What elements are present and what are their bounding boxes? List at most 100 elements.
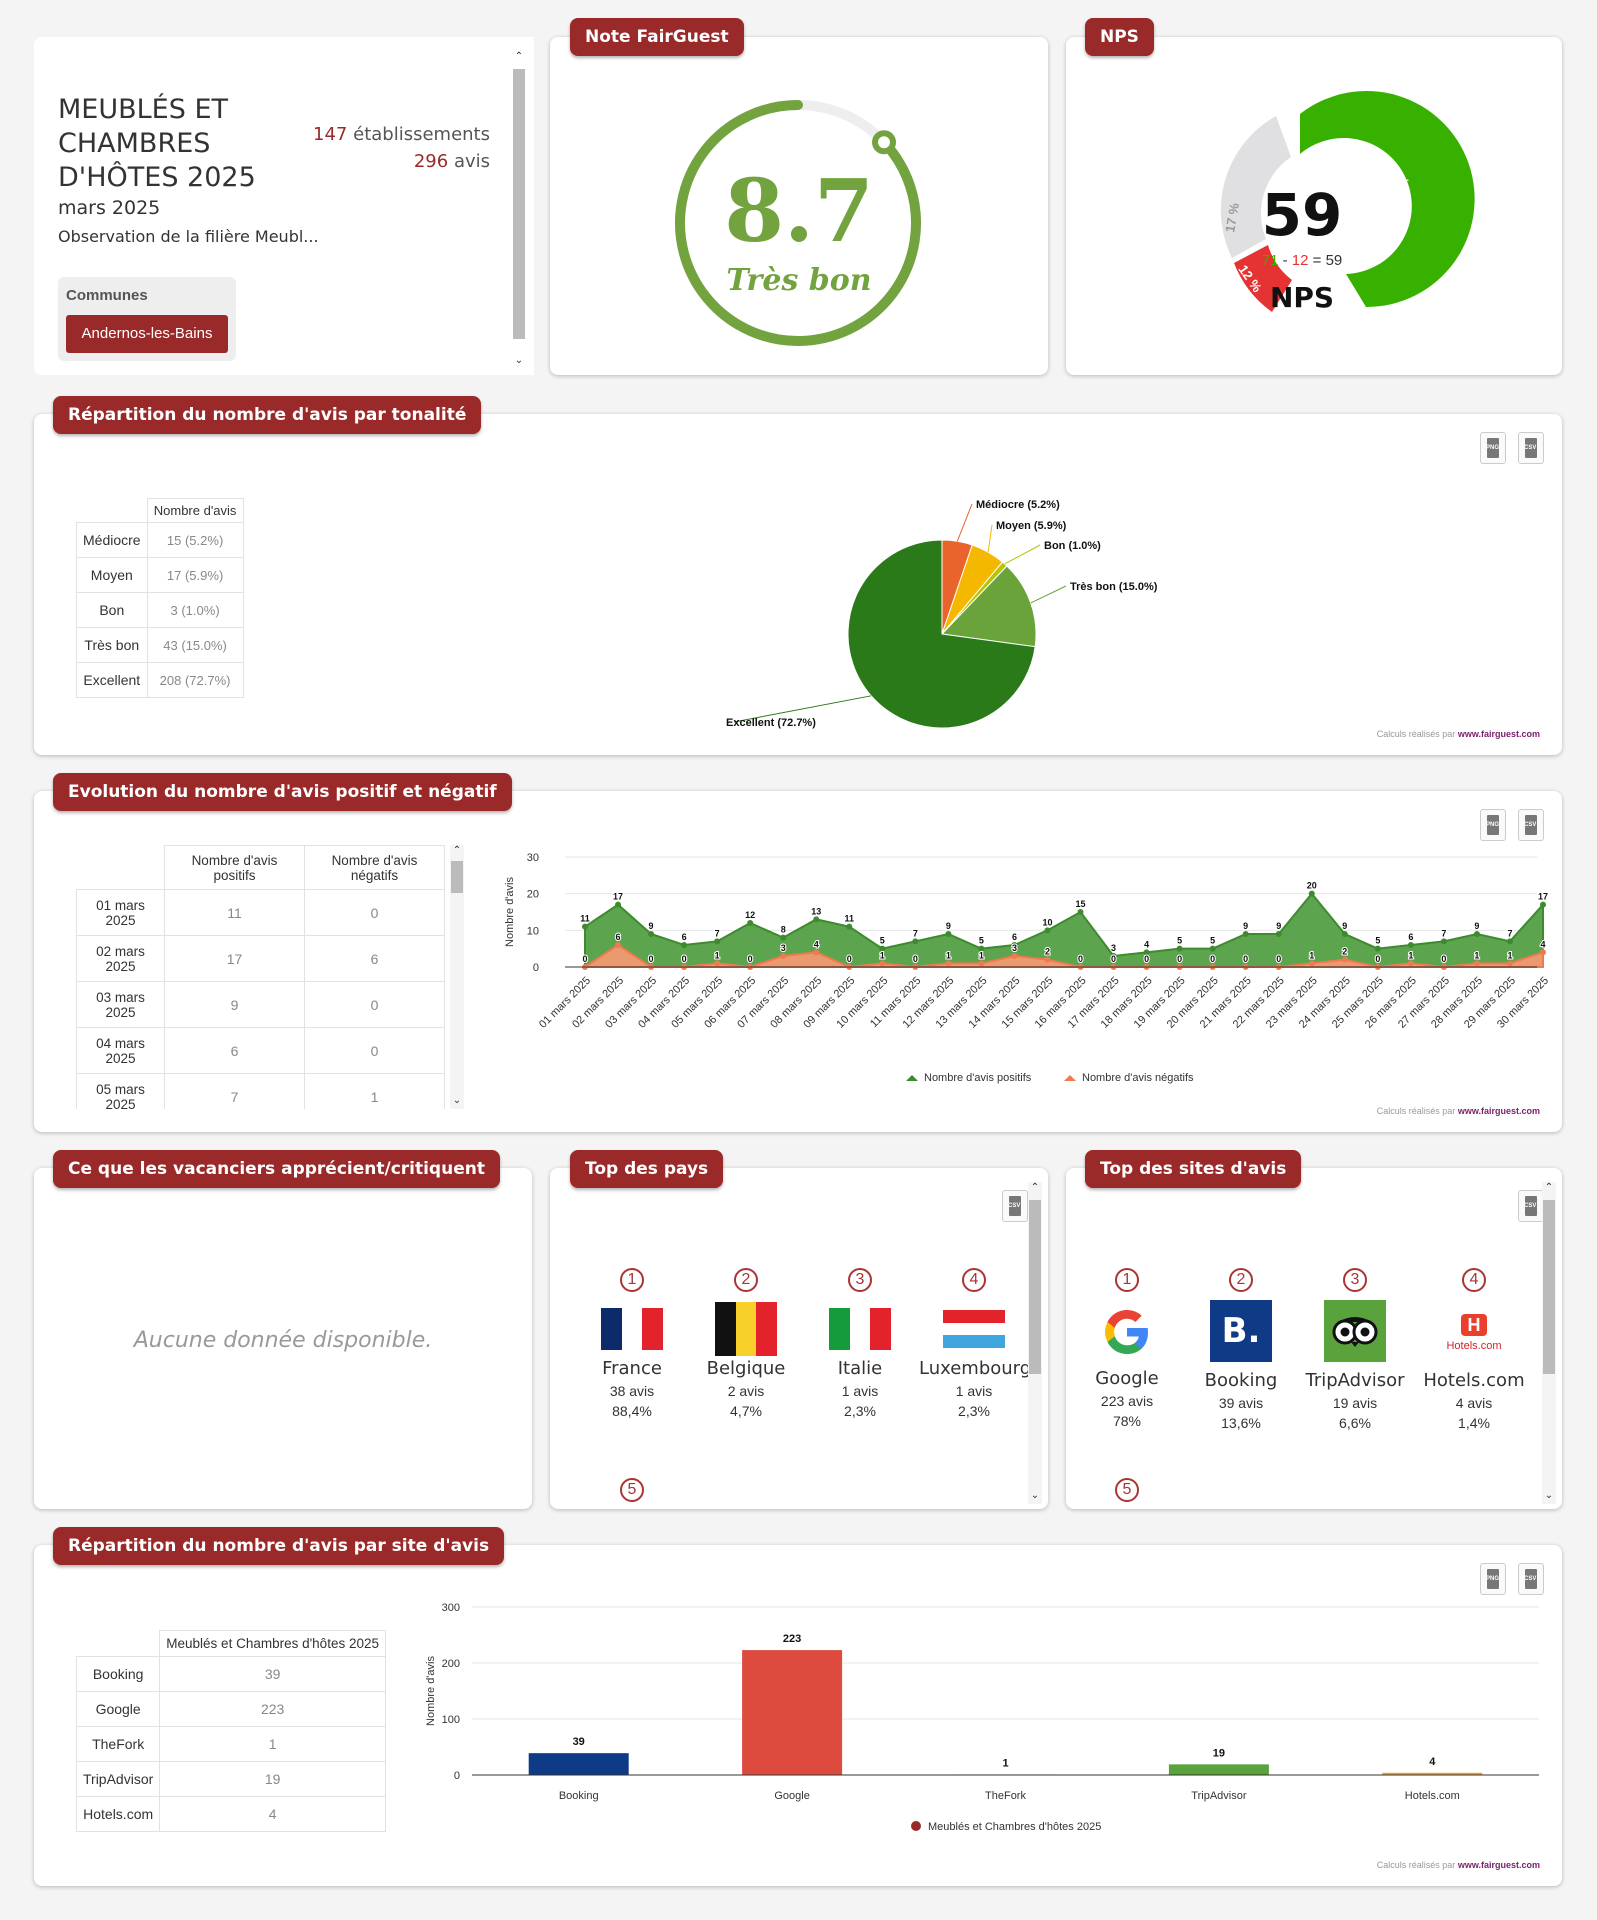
data-point [648,931,655,937]
png-export-icon[interactable]: PNG [1480,809,1506,841]
pie-connector [1004,544,1041,565]
bar [742,1650,843,1775]
data-point [1407,960,1414,967]
data-label: 7 [715,928,720,938]
data-point [747,920,754,926]
data-point [945,960,952,967]
png-export-icon[interactable]: PNG [1480,432,1506,464]
pie-connector [956,503,973,542]
site-google: 1 Google 223 avis 78% [1072,1268,1182,1429]
credit-note: Calculs réalisés par www.fairguest.com [1376,1860,1540,1870]
scroll-thumb[interactable] [1543,1200,1555,1374]
data-point [582,923,588,930]
data-point [1440,938,1447,945]
y-tick-label: 10 [527,925,539,937]
pays-scrollbar[interactable]: ⌃ ⌄ [1028,1182,1042,1504]
data-label: 2 [1045,947,1050,957]
scroll-up-icon[interactable]: ⌃ [1030,1182,1040,1193]
site-booking: 2 B. Booking 39 avis 13,6% [1186,1268,1296,1431]
bar [528,1753,629,1775]
header-scrollbar[interactable]: ⌃ ⌄ [512,51,526,371]
etab-stat: 147 établissements [313,124,490,145]
score-arc [675,100,921,346]
data-point [1077,909,1084,915]
data-label: 0 [649,954,654,964]
sites-scrollbar[interactable]: ⌃ ⌄ [1542,1182,1556,1504]
nps-formula: 71 - 12 = 59 [1261,252,1343,269]
data-label: 1 [1507,950,1512,960]
data-point [978,960,985,967]
sites-tag: Top des sites d'avis [1085,1150,1302,1188]
commune-chip[interactable]: Andernos-les-Bains [66,315,228,353]
data-point [615,901,622,908]
credit-note: Calculs réalisés par www.fairguest.com [1376,1106,1540,1116]
country-france: 1 France 38 avis 88,4% [577,1268,687,1419]
parsite-tag: Répartition du nombre d'avis par site d'… [53,1527,505,1565]
scroll-thumb[interactable] [451,861,463,893]
y-tick-label: 200 [442,1658,460,1670]
rank-badge: 5 [1115,1478,1139,1502]
data-label: 7 [1441,928,1446,938]
data-label: 12 [745,910,755,920]
data-label: 17 [613,892,623,902]
pie-connector [987,524,993,553]
legend-label: Nombre d'avis négatifs [1082,1072,1194,1084]
bar-value-label: 223 [783,1633,801,1645]
csv-export-icon[interactable]: CSV [1518,1190,1544,1222]
x-tick-label: TripAdvisor [1191,1790,1247,1802]
table-row: 01 mars 2025 11 0 [76,889,445,936]
scroll-up-icon[interactable]: ⌃ [452,845,462,856]
data-label: 20 [1307,881,1317,891]
note-tag: Note FairGuest [570,18,744,56]
scroll-thumb[interactable] [1029,1200,1041,1374]
parsite-col-header: Meublés et Chambres d'hôtes 2025 [159,1630,386,1657]
y-tick-label: 20 [527,889,539,901]
png-export-icon[interactable]: PNG [1480,1563,1506,1595]
data-point [714,960,721,967]
y-axis-label: Nombre d'avis [425,1656,437,1726]
credit-link[interactable]: www.fairguest.com [1457,1106,1540,1116]
data-label: 5 [979,936,984,946]
data-label: 0 [1144,954,1149,964]
csv-export-icon[interactable]: CSV [1518,1563,1544,1595]
credit-link[interactable]: www.fairguest.com [1457,729,1540,739]
nps-passives-arc [1220,116,1291,258]
data-label: 1 [1474,950,1479,960]
nps-detractors-arc [1234,245,1292,312]
avis-stat: 296 avis [413,151,490,172]
table-row: 02 mars 2025 17 6 [76,935,445,982]
data-label: 17 [1538,892,1548,902]
data-label: 0 [913,954,918,964]
report-subtitle: Observation de la filière Meubl... [58,227,319,246]
data-label: 10 [1042,917,1052,927]
data-point [1110,953,1117,959]
csv-export-icon[interactable]: CSV [1518,809,1544,841]
pie-label: Très bon (15.0%) [1070,581,1158,593]
scroll-down-icon[interactable]: ⌄ [1544,1490,1554,1501]
data-point [1275,931,1282,937]
data-label: 11 [580,914,590,924]
csv-export-icon[interactable]: CSV [1518,432,1544,464]
data-point [1011,942,1018,948]
table-row: Très bon 43 (15.0%) [76,627,244,663]
nps-card: 71 % 17 % 12 % 59 71 - 12 = 59 NPS [1066,37,1562,375]
tonalite-pie-chart: Médiocre (5.2%) Moyen (5.9%) Bon (1.0%) Trè… [726,499,1158,729]
data-point [813,949,820,956]
scroll-up-icon[interactable]: ⌃ [514,51,524,62]
scroll-thumb[interactable] [513,69,525,339]
data-label: 4 [814,939,819,949]
scroll-down-icon[interactable]: ⌄ [1030,1490,1040,1501]
legend-label: Meublés et Chambres d'hôtes 2025 [928,1821,1101,1833]
score-gauge [675,100,921,346]
scroll-down-icon[interactable]: ⌄ [514,355,524,366]
table-row: 04 mars 2025 6 0 [76,1027,445,1074]
data-point [1209,945,1216,952]
scroll-down-icon[interactable]: ⌄ [452,1095,462,1106]
credit-link[interactable]: www.fairguest.com [1457,1860,1540,1870]
table-row: 03 mars 2025 9 0 [76,981,445,1028]
evolution-scrollbar[interactable]: ⌃ ⌄ [450,845,464,1109]
csv-export-icon[interactable]: CSV [1002,1190,1028,1222]
scroll-up-icon[interactable]: ⌃ [1544,1182,1554,1193]
evolution-table: Nombre d'avis positifs Nombre d'avis néga… [76,845,445,1109]
communes-box: Communes Andernos-les-Bains [58,277,236,361]
